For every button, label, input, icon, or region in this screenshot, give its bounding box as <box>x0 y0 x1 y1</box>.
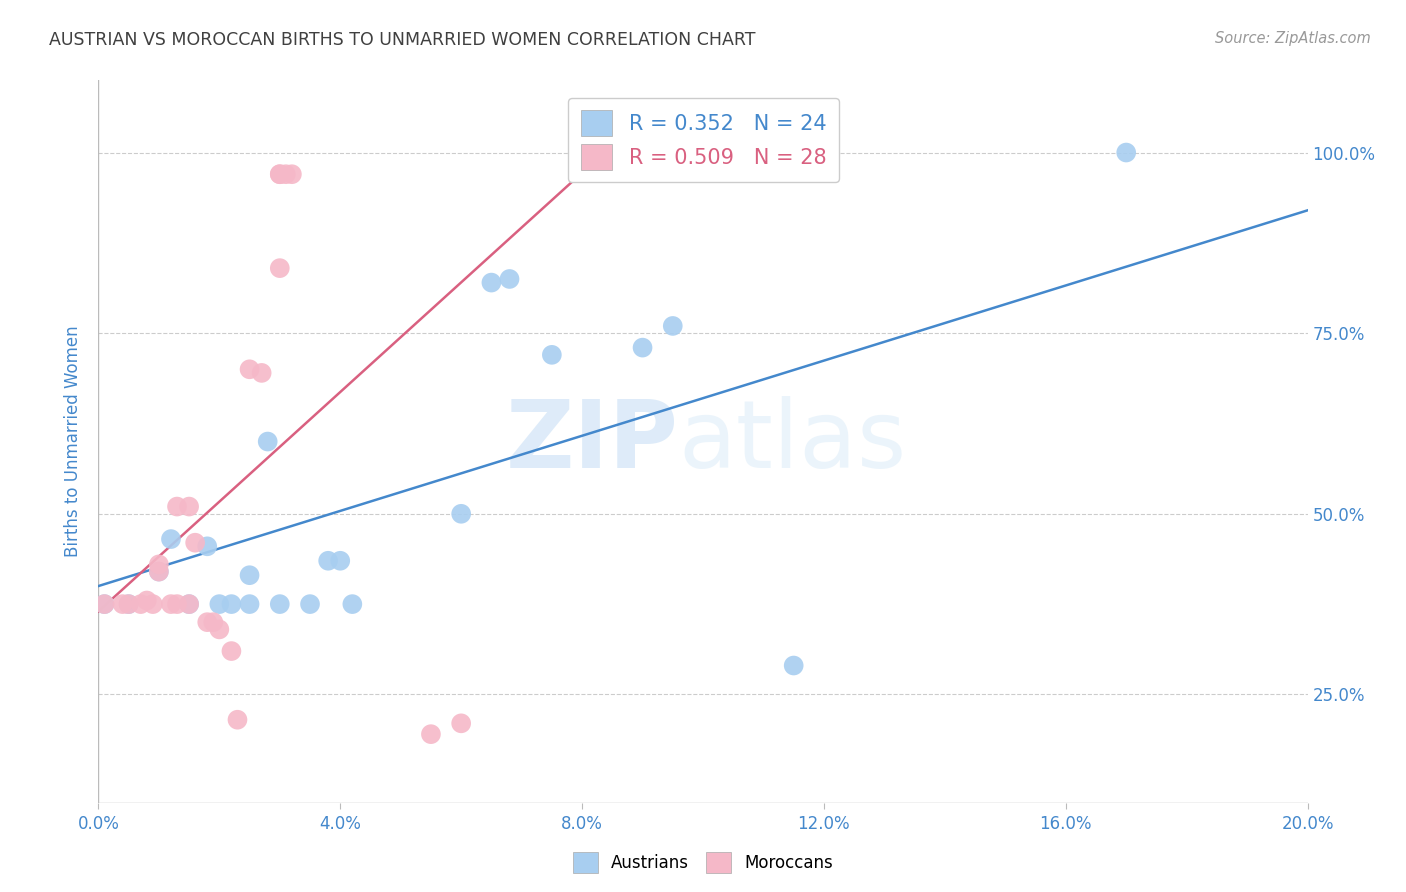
Point <box>93 597 115 611</box>
Point <box>450 507 472 521</box>
Point <box>148 565 170 579</box>
Legend: Austrians, Moroccans: Austrians, Moroccans <box>567 846 839 880</box>
Point <box>129 597 152 611</box>
Point <box>316 554 339 568</box>
Point <box>118 597 141 611</box>
Point <box>274 167 297 181</box>
Point <box>179 500 201 514</box>
Point <box>420 727 443 741</box>
Point <box>269 167 291 181</box>
Text: AUSTRIAN VS MOROCCAN BIRTHS TO UNMARRIED WOMEN CORRELATION CHART: AUSTRIAN VS MOROCCAN BIRTHS TO UNMARRIED… <box>49 31 755 49</box>
Point <box>221 597 243 611</box>
Point <box>1115 145 1137 160</box>
Point <box>221 644 243 658</box>
Point <box>148 565 170 579</box>
Point <box>239 362 262 376</box>
Point <box>111 597 134 611</box>
Point <box>148 558 170 572</box>
Point <box>299 597 322 611</box>
Point <box>269 167 291 181</box>
Legend: R = 0.352   N = 24, R = 0.509   N = 28: R = 0.352 N = 24, R = 0.509 N = 28 <box>568 98 839 182</box>
Point <box>160 532 183 546</box>
Point <box>281 167 304 181</box>
Text: atlas: atlas <box>679 395 907 488</box>
Text: Source: ZipAtlas.com: Source: ZipAtlas.com <box>1215 31 1371 46</box>
Point <box>208 623 231 637</box>
Y-axis label: Births to Unmarried Women: Births to Unmarried Women <box>65 326 83 558</box>
Point <box>195 539 218 553</box>
Point <box>450 716 472 731</box>
Point <box>239 597 262 611</box>
Point <box>142 597 165 611</box>
Point <box>118 597 141 611</box>
Point <box>250 366 273 380</box>
Point <box>269 261 291 276</box>
Point <box>631 341 654 355</box>
Point <box>226 713 249 727</box>
Point <box>481 276 503 290</box>
Point <box>179 597 201 611</box>
Point <box>208 597 231 611</box>
Point <box>783 658 806 673</box>
Point <box>202 615 225 630</box>
Point <box>135 593 157 607</box>
Point <box>239 568 262 582</box>
Point <box>160 597 183 611</box>
Point <box>184 535 207 549</box>
Point <box>256 434 278 449</box>
Point <box>93 597 115 611</box>
Point <box>540 348 562 362</box>
Point <box>166 500 188 514</box>
Point <box>329 554 352 568</box>
Point <box>661 318 683 333</box>
Point <box>179 597 201 611</box>
Point <box>166 597 188 611</box>
Text: ZIP: ZIP <box>506 395 679 488</box>
Point <box>342 597 364 611</box>
Point <box>195 615 218 630</box>
Point <box>269 597 291 611</box>
Point <box>498 272 520 286</box>
